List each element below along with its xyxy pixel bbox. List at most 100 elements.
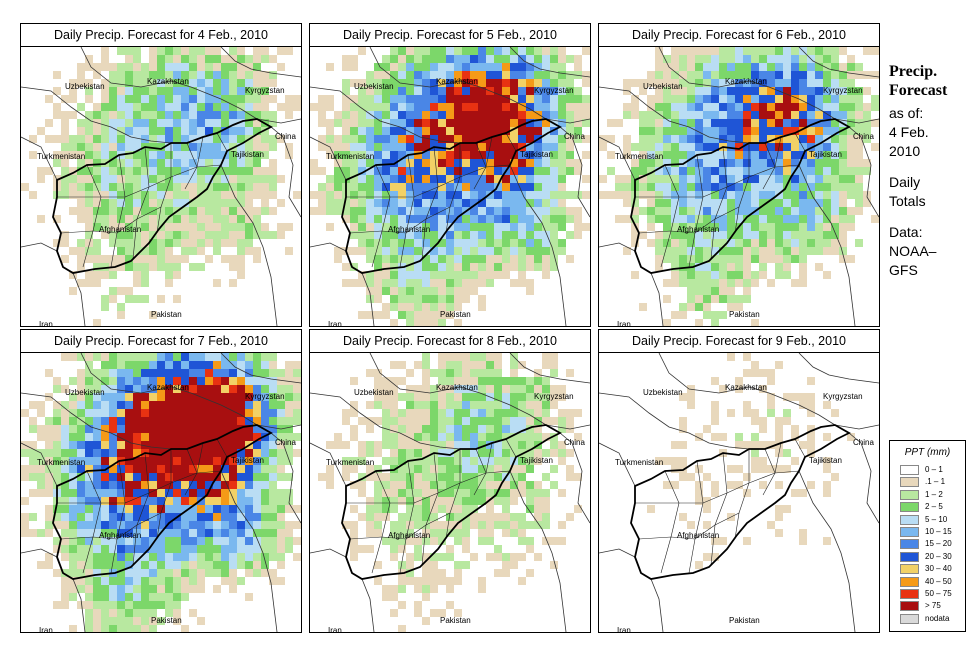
province-border [710,452,728,566]
province-border [445,143,461,234]
province-border [371,164,391,268]
country-border [310,392,461,450]
province-border [660,470,680,574]
place-label-tajikistan: Tajikistan [809,456,842,465]
place-label-kyrgyzstan: Kyrgyzstan [245,392,285,401]
province-border [660,164,680,268]
province-border [82,164,102,268]
country-border [369,47,547,120]
place-label-turkmenistan: Turkmenistan [615,458,663,467]
place-label-turkmenistan: Turkmenistan [37,458,85,467]
country-border [509,470,567,632]
country-border [834,118,879,124]
country-border [21,242,58,252]
afghanistan-border [630,424,851,580]
precip-map: Uzbekistan Kazakhstan Kyrgyzstan China Tajik… [310,353,590,632]
country-border [599,136,636,181]
country-border [256,424,301,430]
country-border [270,126,301,218]
province-border [475,448,487,474]
afghanistan-border [341,424,562,580]
province-border [156,143,172,234]
country-border [220,47,301,78]
province-border [734,143,750,234]
asof-line-1: as of: [889,105,924,121]
place-label-turkmenistan: Turkmenistan [326,152,374,161]
place-label-kazakhstan: Kazakhstan [725,77,767,86]
place-label-china: China [564,132,585,141]
country-border [798,470,856,632]
place-label-uzbekistan: Uzbekistan [65,388,105,397]
legend-swatch [900,477,919,488]
precip-map: Uzbekistan Kazakhstan Kyrgyzstan China Tajik… [599,47,879,326]
country-border [361,272,375,326]
province-border [421,146,439,260]
country-border [509,164,567,326]
place-label-iran: Iran [617,320,631,326]
forecast-panel-feb6: Daily Precip. Forecast for 6 Feb., 2010 … [598,23,880,327]
province-border [132,452,150,566]
side-heading-1: Precip. [889,63,938,80]
province-border [186,142,198,168]
totals-line-2: Totals [889,193,926,209]
place-label-tajikistan: Tajikistan [520,456,553,465]
legend-swatch [900,465,919,475]
side-heading-2: Forecast [889,82,948,99]
legend-label: .1 – 1 [925,477,946,487]
country-border [545,118,590,124]
country-border [559,432,590,524]
precip-grid [310,47,590,326]
place-label-pakistan: Pakistan [440,310,471,319]
country-border [310,548,347,558]
country-border [834,424,879,430]
legend-swatch [900,564,919,575]
place-label-afghanistan: Afghanistan [677,225,719,234]
country-border [80,47,258,120]
place-label-afghanistan: Afghanistan [99,531,141,540]
legend-swatch [900,527,919,537]
province-border [82,470,102,574]
afghanistan-border [52,424,273,580]
ppt-legend: PPT (mm) 0 – 1 .1 – 1 1 – 2 2 – 5 5 – 10 10 –… [889,440,966,632]
legend-swatch [900,489,919,500]
place-label-china: China [275,132,296,141]
place-label-uzbekistan: Uzbekistan [354,388,394,397]
place-label-china: China [564,438,585,447]
province-border [764,448,776,474]
legend-swatch [900,576,919,587]
place-label-kyrgyzstan: Kyrgyzstan [534,86,574,95]
legend-label: 20 – 30 [925,551,952,561]
province-border [349,206,451,234]
legend-swatch [900,589,919,599]
afghanistan-border [630,118,851,274]
country-border [848,432,879,524]
forecast-panel-feb7: Daily Precip. Forecast for 7 Feb., 2010 … [20,329,302,633]
country-border [798,353,879,384]
country-border [361,578,375,632]
legend-swatch [900,539,919,550]
country-border [80,353,258,426]
province-border [186,448,198,474]
country-border [545,424,590,430]
country-border [256,118,301,124]
legend-label: nodata [925,613,950,623]
legend-label: > 75 [925,601,941,611]
legend-label: 5 – 10 [925,514,948,524]
place-label-kyrgyzstan: Kyrgyzstan [245,86,285,95]
place-label-kazakhstan: Kazakhstan [436,77,478,86]
forecast-panel-feb9: Daily Precip. Forecast for 9 Feb., 2010 … [598,329,880,633]
panel-title: Daily Precip. Forecast for 6 Feb., 2010 [599,24,879,47]
country-border [72,578,86,632]
asof-line-3: 2010 [889,143,921,159]
country-border [21,548,58,558]
place-label-pakistan: Pakistan [440,616,471,625]
country-border [310,442,347,487]
place-label-uzbekistan: Uzbekistan [65,82,105,91]
place-label-tajikistan: Tajikistan [809,150,842,159]
place-label-kazakhstan: Kazakhstan [147,383,189,392]
province-border [60,206,162,234]
legend-label: 30 – 40 [925,564,952,574]
place-label-iran: Iran [328,320,342,326]
place-label-afghanistan: Afghanistan [677,531,719,540]
legend-swatch [900,551,919,562]
